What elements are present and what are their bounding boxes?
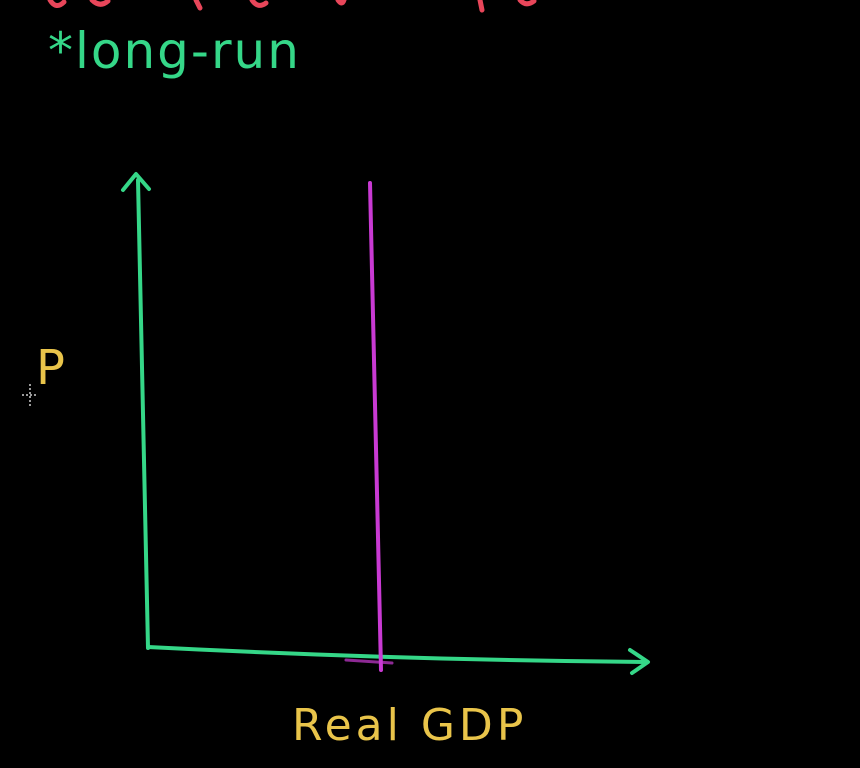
cropped-heading-strokes — [47, 0, 537, 13]
supply-line-base-mark — [344, 658, 394, 665]
x-axis-arrowhead — [628, 648, 650, 675]
y-axis — [136, 178, 150, 650]
x-axis-label: Real GDP — [292, 700, 528, 751]
crosshair-cursor-icon — [22, 384, 38, 406]
x-axis — [146, 645, 647, 664]
y-axis-arrowhead — [121, 172, 151, 192]
y-axis-label: P — [36, 340, 65, 396]
long-run-note: *long-run — [48, 22, 301, 80]
vertical-supply-line — [368, 181, 383, 672]
